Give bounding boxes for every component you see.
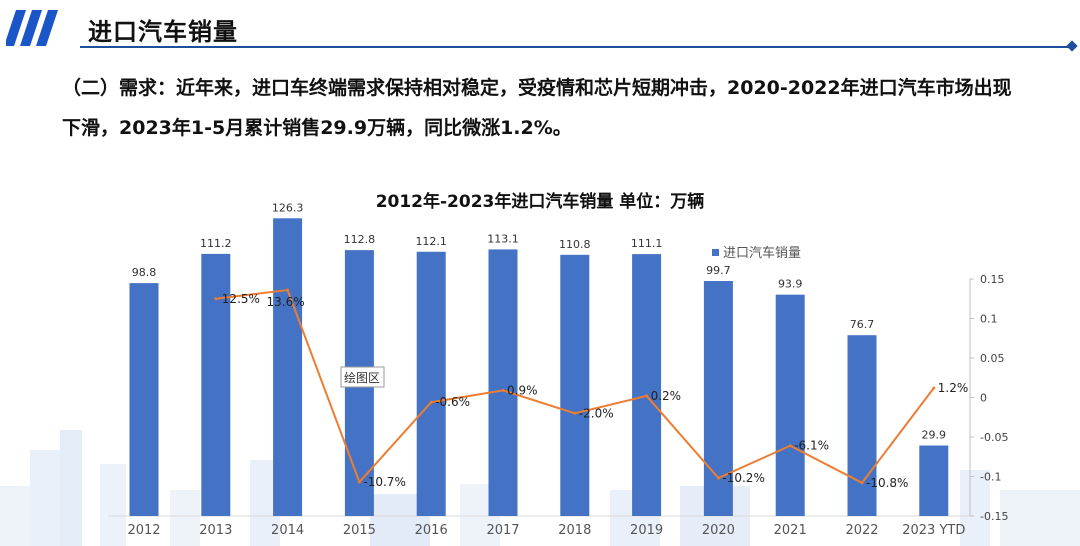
growth-label: 0.9% (507, 383, 538, 397)
bar-value-label: 98.8 (132, 266, 157, 279)
bar-value-label: 76.7 (850, 318, 875, 331)
growth-point (501, 388, 505, 392)
growth-point (860, 481, 864, 485)
x-tick-label: 2022 (845, 523, 878, 538)
bar-2018 (560, 254, 590, 517)
growth-label: -0.6% (435, 395, 470, 409)
right-axis-tick-label: 0.15 (980, 273, 1005, 286)
bar-2019 (632, 254, 662, 516)
growth-point (573, 411, 577, 415)
growth-point (429, 400, 433, 404)
right-axis-tick-label: 0.05 (980, 352, 1005, 365)
growth-label: -2.0% (579, 406, 614, 420)
bar-2017 (488, 249, 518, 516)
right-axis-tick-label: 0 (980, 392, 987, 405)
growth-point (788, 444, 792, 448)
bar-value-label: 111.2 (200, 237, 232, 250)
growth-label: -10.2% (722, 471, 764, 485)
growth-point (932, 386, 936, 390)
x-tick-label: 2012 (127, 523, 160, 538)
growth-point (286, 288, 290, 292)
x-tick-label: 2013 (199, 523, 232, 538)
growth-point (357, 480, 361, 484)
bar-value-label: 110.8 (559, 238, 591, 251)
x-tick-label: 2018 (558, 523, 591, 538)
bar-2016 (416, 251, 446, 516)
bar-value-label: 126.3 (272, 201, 304, 214)
title-underline (80, 46, 1074, 48)
right-axis-tick-label: -0.1 (980, 471, 1001, 484)
growth-point (214, 297, 218, 301)
growth-label: -10.8% (866, 476, 908, 490)
bar-value-label: 111.1 (631, 237, 663, 250)
x-tick-label: 2020 (702, 523, 735, 538)
growth-label: 1.2% (938, 381, 969, 395)
bar-value-label: 113.1 (487, 232, 519, 245)
bar-value-label: 112.8 (344, 233, 376, 246)
bar-2012 (129, 283, 159, 516)
bar-2014 (273, 218, 303, 517)
x-tick-label: 2019 (630, 523, 663, 538)
plot-area-tooltip (340, 366, 385, 388)
legend-swatch (712, 249, 719, 256)
bar-value-label: 93.9 (778, 278, 803, 291)
page-title: 进口汽车销量 (88, 18, 238, 46)
x-tick-label: 2015 (343, 523, 376, 538)
x-tick-label: 2016 (415, 523, 448, 538)
x-tick-label: 2017 (486, 523, 519, 538)
bar-2021 (775, 294, 805, 516)
growth-label: -10.7% (363, 475, 405, 489)
bar-value-label: 112.1 (415, 235, 447, 248)
bar-value-label: 29.9 (922, 429, 947, 442)
bar-2023 YTD (919, 445, 949, 516)
bar-2022 (847, 335, 877, 516)
summary-paragraph: （二）需求：近年来，进口车终端需求保持相对稳定，受疫情和芯片短期冲击，2020-… (62, 77, 1012, 139)
x-tick-label: 2014 (271, 523, 304, 538)
legend-label: 进口汽车销量 (723, 245, 801, 261)
right-axis-tick-label: 0.1 (980, 313, 998, 326)
growth-label: 13.6% (267, 295, 305, 309)
growth-label: 12.5% (222, 292, 260, 306)
header-stripes-icon (6, 10, 58, 46)
growth-point (716, 476, 720, 480)
bar-value-label: 99.7 (706, 264, 731, 277)
x-tick-label: 2021 (774, 523, 807, 538)
chart-title: 2012年-2023年进口汽车销量 单位：万辆 (376, 191, 705, 212)
growth-label: -6.1% (794, 439, 829, 453)
right-axis-tick-label: -0.15 (980, 510, 1008, 523)
header: 进口汽车销量 (0, 0, 1080, 52)
growth-label: 0.2% (651, 389, 682, 403)
growth-point (645, 394, 649, 398)
right-axis-tick-label: -0.05 (980, 431, 1008, 444)
plot-area-tooltip-label: 绘图区 (344, 370, 380, 385)
x-tick-label: 2023 YTD (902, 523, 965, 538)
